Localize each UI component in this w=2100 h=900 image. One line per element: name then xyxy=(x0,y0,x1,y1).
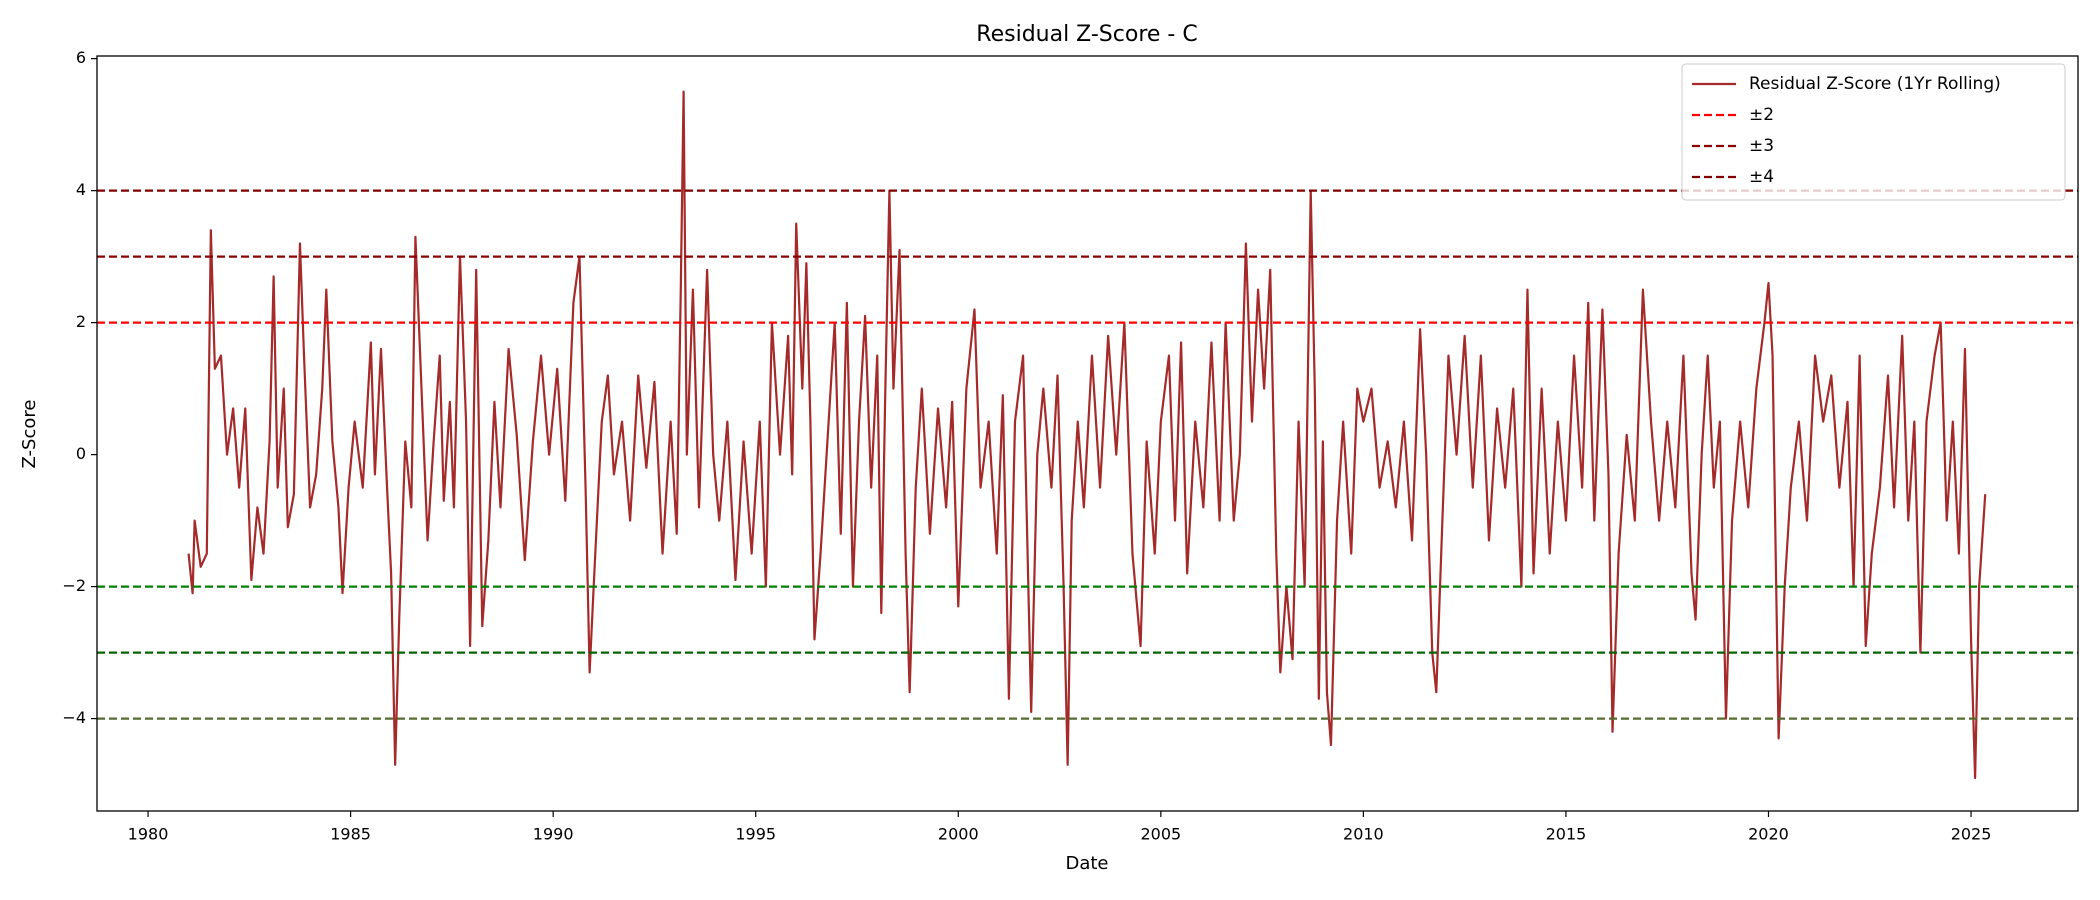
y-tick-label: 6 xyxy=(76,48,86,67)
x-tick-label: 1980 xyxy=(128,825,169,844)
legend-label: ±2 xyxy=(1749,105,1774,125)
legend-box xyxy=(1681,63,2066,201)
legend-label: ±3 xyxy=(1749,136,1774,156)
x-tick-label: 1995 xyxy=(735,825,776,844)
legend: Residual Z-Score (1Yr Rolling) ±2 ±3 ±4 xyxy=(1681,63,2066,201)
x-tick-label: 1990 xyxy=(533,825,574,844)
x-tick-label: 2000 xyxy=(938,825,979,844)
y-tick-label: −4 xyxy=(62,708,86,727)
legend-label: ±4 xyxy=(1749,167,1774,187)
y-tick-label: −2 xyxy=(62,576,86,595)
y-tick-label: 0 xyxy=(76,444,86,463)
y-axis-label: Z-Score xyxy=(19,400,40,469)
plot-frame xyxy=(96,55,2079,812)
x-tick-label: 2020 xyxy=(1748,825,1789,844)
y-tick-label: 4 xyxy=(76,180,86,199)
x-tick-label: 2005 xyxy=(1140,825,1181,844)
x-tick-label: 2010 xyxy=(1343,825,1384,844)
x-tick-label: 2025 xyxy=(1951,825,1992,844)
y-tick-label: 2 xyxy=(76,312,86,331)
x-axis-label: Date xyxy=(1065,853,1108,874)
chart-title: Residual Z-Score - C xyxy=(976,22,1197,47)
series-line xyxy=(187,90,1987,780)
x-tick-label: 2015 xyxy=(1546,825,1587,844)
x-tick-label: 1985 xyxy=(330,825,371,844)
legend-label: Residual Z-Score (1Yr Rolling) xyxy=(1749,74,2001,94)
